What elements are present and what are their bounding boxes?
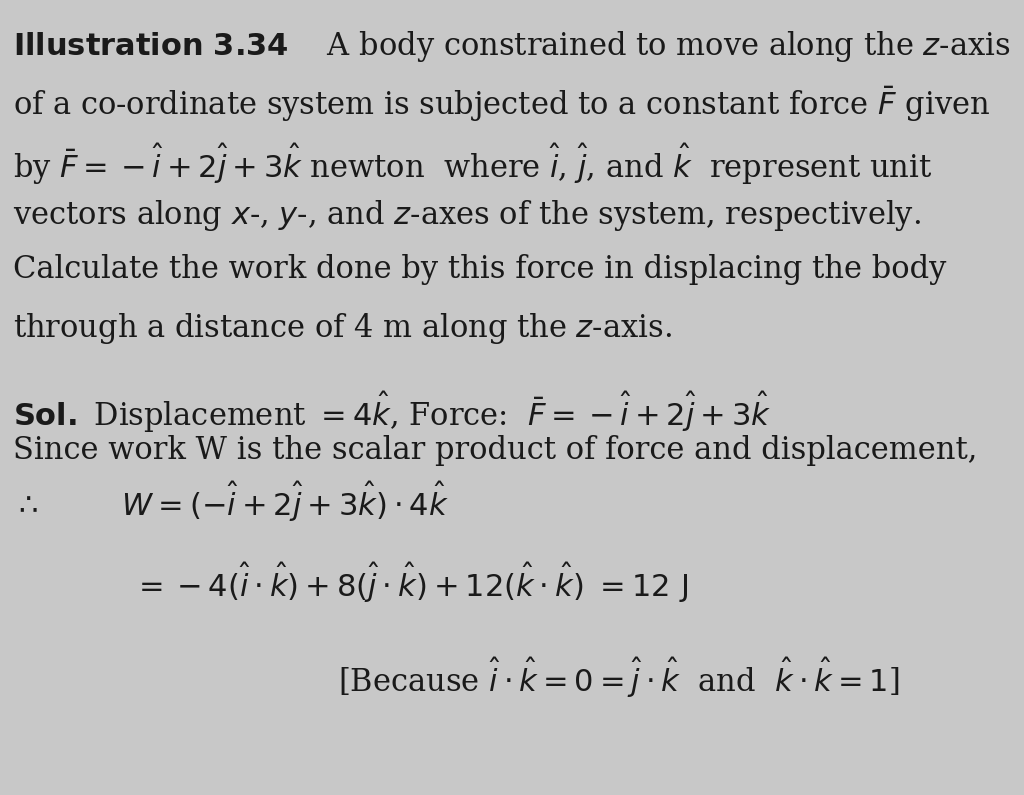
Text: of a co-ordinate system is subjected to a constant force $\bar{F}$ given: of a co-ordinate system is subjected to …: [13, 85, 990, 124]
Text: $\therefore$        $W=(-\hat{i}+2\hat{j}+3\hat{k})\cdot4\hat{k}$: $\therefore$ $W=(-\hat{i}+2\hat{j}+3\hat…: [13, 480, 450, 525]
Text: vectors along $x$-, $y$-, and $z$-axes of the system, respectively.: vectors along $x$-, $y$-, and $z$-axes o…: [13, 198, 922, 233]
Text: by $\bar{F}=-\hat{i}+2\hat{j}+3\hat{k}$ newton  where $\hat{i}$, $\hat{j}$, and : by $\bar{F}=-\hat{i}+2\hat{j}+3\hat{k}$ …: [13, 142, 933, 187]
Text: Since work W is the scalar product of force and displacement,: Since work W is the scalar product of fo…: [13, 435, 978, 466]
Text: $=-4(\hat{i}\cdot\hat{k})+8(\hat{j}\cdot\hat{k})+12(\hat{k}\cdot\hat{k})\ =12\ \: $=-4(\hat{i}\cdot\hat{k})+8(\hat{j}\cdot…: [133, 560, 688, 605]
Text: $\mathbf{Illustration\ 3.34}$    A body constrained to move along the $z$-axis: $\mathbf{Illustration\ 3.34}$ A body con…: [13, 29, 1011, 64]
Text: [Because $\hat{i}\cdot\hat{k}=0=\hat{j}\cdot\hat{k}$  and  $\hat{k}\cdot\hat{k}=: [Because $\hat{i}\cdot\hat{k}=0=\hat{j}\…: [338, 656, 899, 700]
Text: through a distance of 4 m along the $z$-axis.: through a distance of 4 m along the $z$-…: [13, 311, 672, 346]
Text: Calculate the work done by this force in displacing the body: Calculate the work done by this force in…: [13, 254, 946, 285]
Text: $\mathbf{Sol.}$ Displacement $=4\hat{k}$, Force:  $\bar{F}=-\hat{i}+2\hat{j}+3\h: $\mathbf{Sol.}$ Displacement $=4\hat{k}$…: [13, 390, 771, 435]
